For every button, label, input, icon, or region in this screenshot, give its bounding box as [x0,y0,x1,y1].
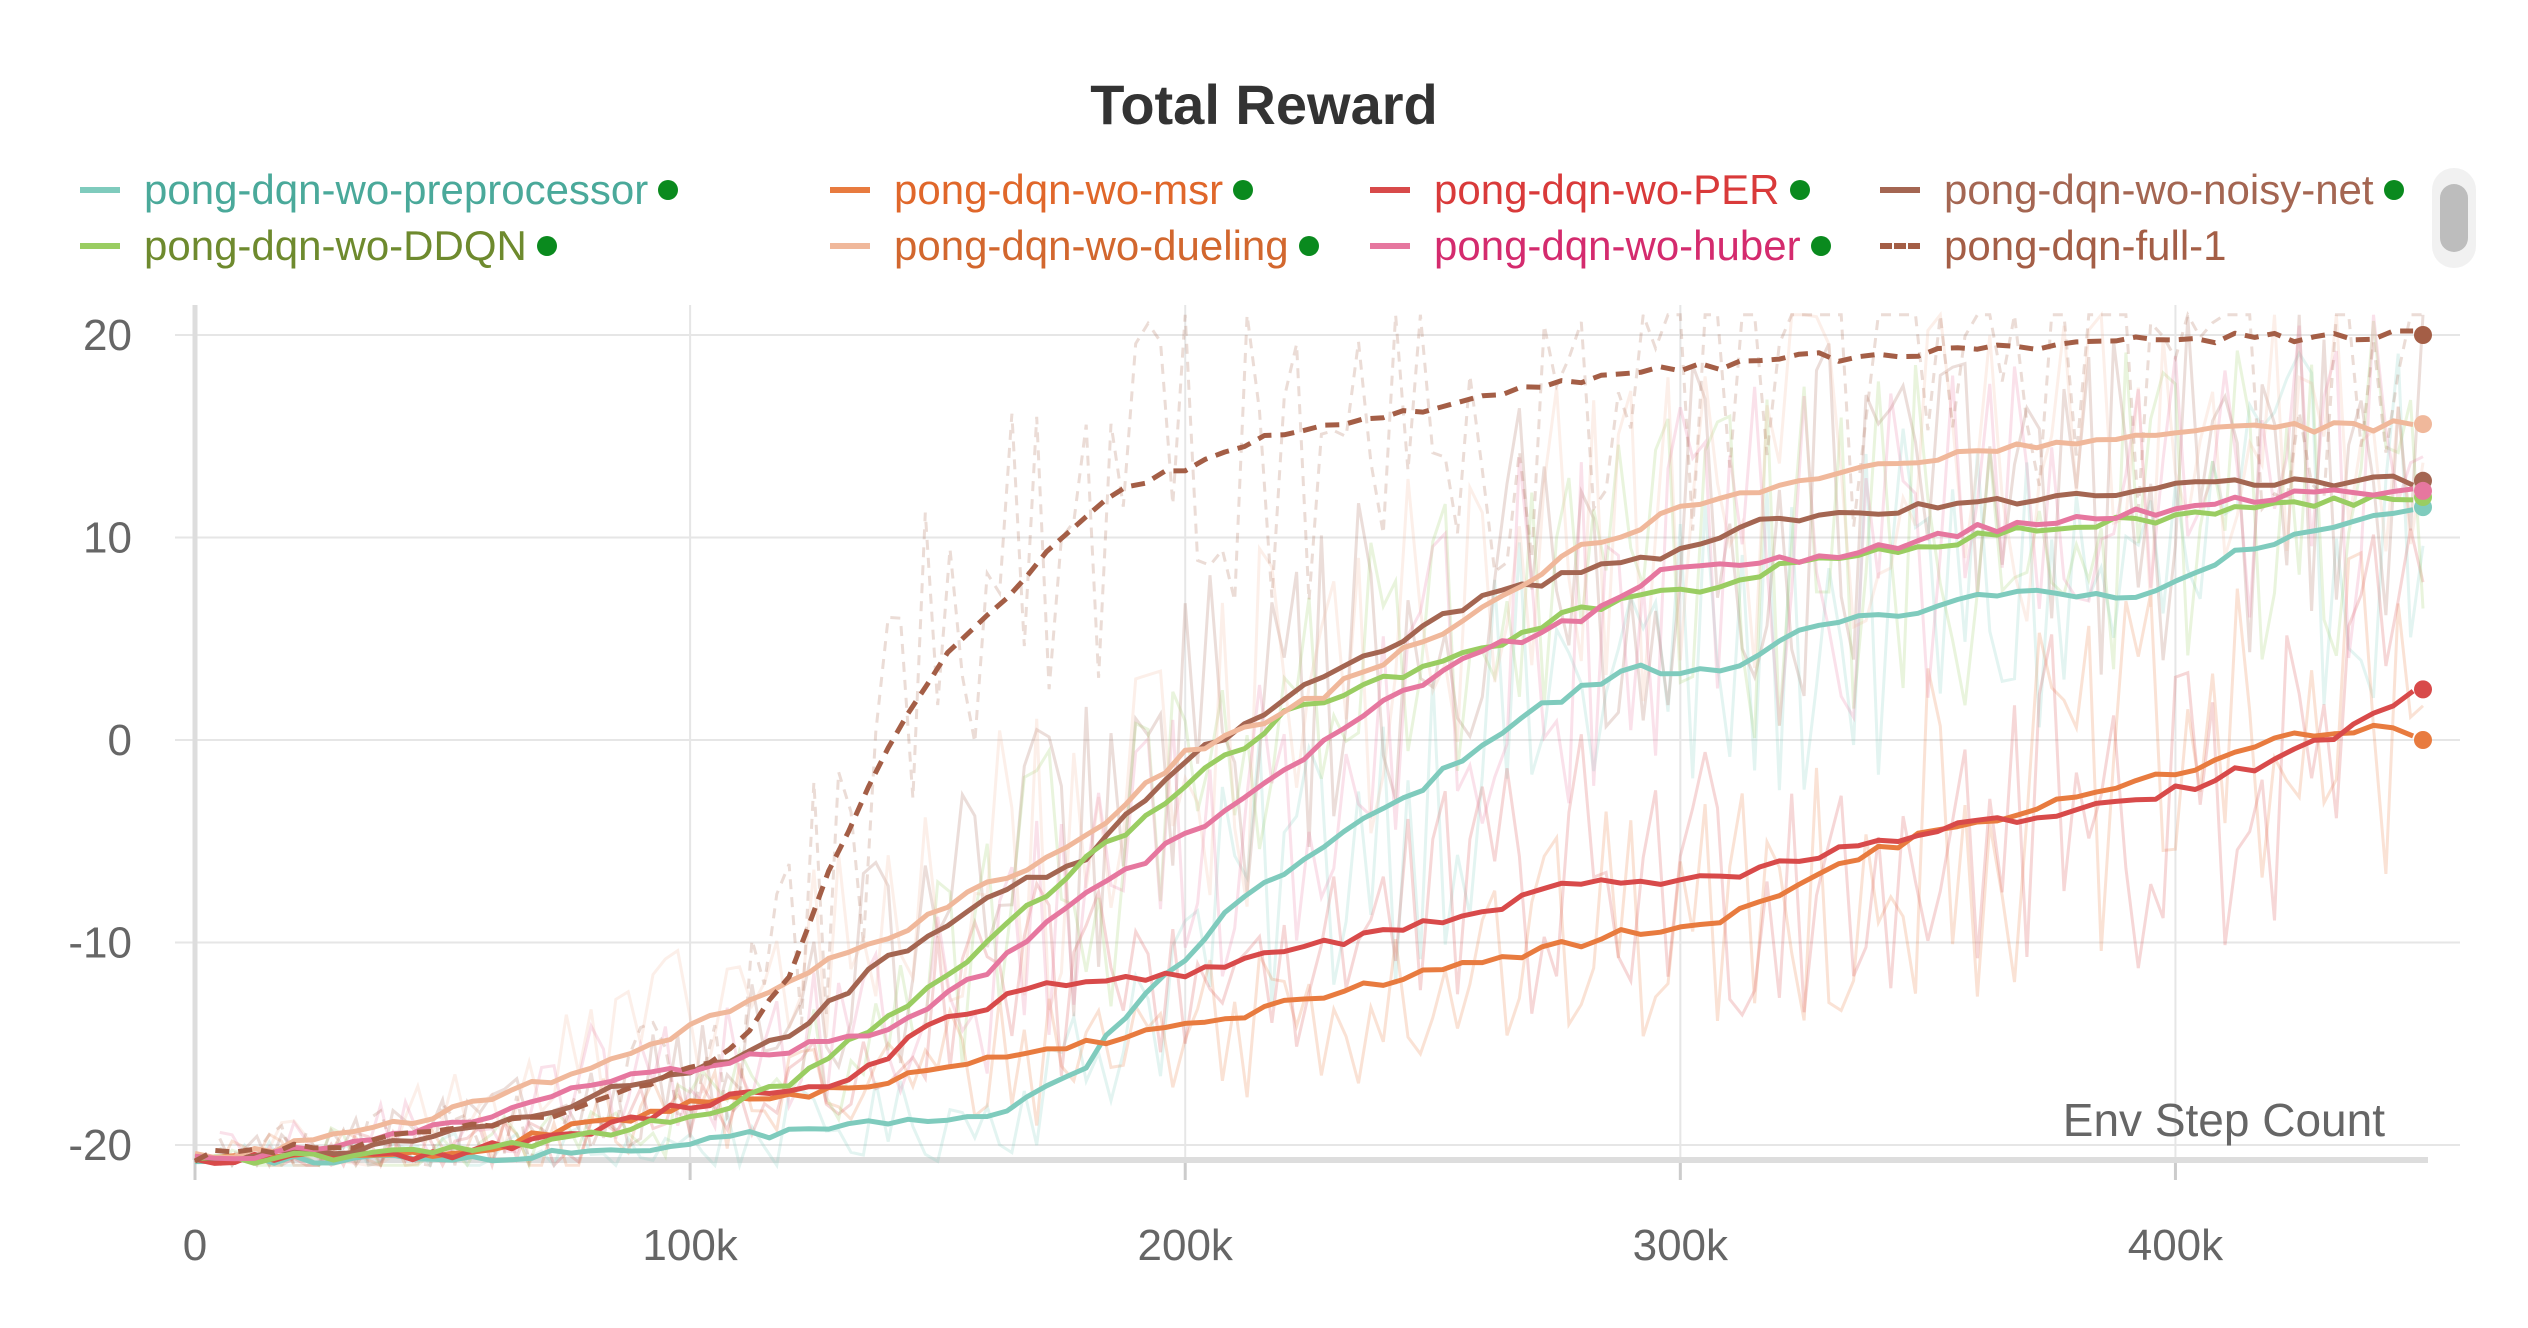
series-line [194,493,2414,1166]
series-endpoint [2414,415,2432,434]
y-tick-label: -10 [68,919,132,968]
series-endpoint [2414,680,2432,699]
series-line [194,486,2414,1162]
legend-item[interactable]: pong-dqn-wo-DDQN [80,218,557,274]
raw-series-line [218,350,2425,1171]
legend-item[interactable]: pong-dqn-wo-huber [1370,218,1831,274]
raw-series-line [219,314,2424,1168]
status-dot-icon [1233,180,1254,200]
tick-labels: -20 -10 0 10 20 0 100k 200k 300k 400k Env Step Cou… [68,311,2385,1270]
legend-item[interactable]: pong-dqn-wo-PER [1370,162,1810,218]
legend-swatch [80,187,120,193]
x-tick-label: 100k [642,1221,738,1270]
status-dot-icon [1789,180,1810,200]
legend-scrollbar-thumb[interactable] [2440,184,2468,252]
series-endpoint [2414,481,2432,500]
gridlines [175,305,2460,1160]
x-tick-label: 0 [183,1221,207,1270]
legend-item[interactable]: pong-dqn-wo-msr [830,162,1254,218]
series-endpoint [2414,326,2432,344]
smoothed-series-lines [193,328,2415,1166]
x-tick-label: 300k [1633,1221,1729,1270]
legend-item[interactable]: pong-dqn-wo-dueling [830,218,1319,274]
y-tick-label: 0 [108,716,132,765]
series-endpoints [2414,326,2432,749]
series-line [194,473,2415,1162]
status-dot-icon [1298,236,1319,256]
legend-label: pong-dqn-wo-preprocessor [144,166,649,213]
x-tick-label: 400k [2128,1221,2224,1270]
legend-swatch [1880,243,1920,249]
raw-series-line [218,550,2425,1168]
series-line [194,507,2414,1166]
raw-series-line [218,314,2425,1170]
status-dot-icon [1810,236,1831,256]
legend-item[interactable]: pong-dqn-wo-noisy-net [1880,162,2404,218]
x-tick-label: 200k [1138,1221,1234,1270]
series-line [193,328,2414,1164]
raw-series-line [218,310,2423,1170]
legend-item[interactable]: pong-dqn-full-1 [1880,218,2227,274]
series-line [194,722,2415,1164]
legend-scrollbar[interactable] [2432,168,2476,268]
legend-swatch [80,243,120,249]
legend-label: pong-dqn-wo-msr [894,166,1224,213]
legend-label: pong-dqn-wo-dueling [894,222,1289,269]
y-tick-label: -20 [68,1121,132,1170]
chart-title: Total Reward [1090,73,1438,136]
axes [192,305,2428,1180]
x-axis-title: Env Step Count [2063,1094,2385,1146]
legend: pong-dqn-wo-preprocessor pong-dqn-wo-msr p… [80,162,2420,282]
legend-swatch [1370,187,1410,193]
legend-label: pong-dqn-wo-huber [1434,222,1801,269]
y-tick-label: 20 [83,311,132,360]
legend-item[interactable]: pong-dqn-wo-preprocessor [80,162,679,218]
legend-swatch [830,243,870,249]
series-line [194,689,2415,1166]
legend-label: pong-dqn-wo-noisy-net [1944,166,2374,213]
legend-swatch [1370,243,1410,249]
legend-label: pong-dqn-wo-PER [1434,166,1780,213]
status-dot-icon [2383,180,2404,200]
legend-label: pong-dqn-wo-DDQN [144,222,527,269]
status-dot-icon [536,236,557,256]
legend-swatch [830,187,870,193]
series-line [194,418,2414,1161]
y-tick-label: 10 [83,514,132,563]
series-endpoint [2414,731,2432,749]
legend-label: pong-dqn-full-1 [1944,222,2227,269]
legend-swatch [1880,187,1920,193]
status-dot-icon [658,180,679,200]
raw-series-line [218,310,2425,1168]
